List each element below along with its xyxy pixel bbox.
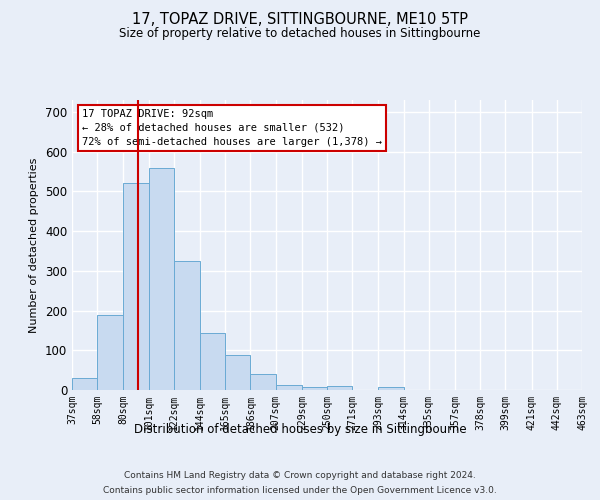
Bar	[379, 387, 404, 390]
Text: Contains HM Land Registry data © Crown copyright and database right 2024.: Contains HM Land Registry data © Crown c…	[124, 471, 476, 480]
Text: Size of property relative to detached houses in Sittingbourne: Size of property relative to detached ho…	[119, 28, 481, 40]
Bar	[174, 261, 200, 390]
Bar	[250, 374, 275, 390]
Bar	[149, 168, 174, 390]
Bar	[275, 385, 302, 390]
Y-axis label: Number of detached properties: Number of detached properties	[29, 158, 40, 332]
Bar	[225, 356, 250, 390]
Bar	[327, 386, 352, 390]
Text: 17 TOPAZ DRIVE: 92sqm
← 28% of detached houses are smaller (532)
72% of semi-det: 17 TOPAZ DRIVE: 92sqm ← 28% of detached …	[82, 108, 382, 146]
Bar	[72, 378, 97, 390]
Bar	[124, 184, 149, 390]
Text: 17, TOPAZ DRIVE, SITTINGBOURNE, ME10 5TP: 17, TOPAZ DRIVE, SITTINGBOURNE, ME10 5TP	[132, 12, 468, 28]
Bar	[302, 387, 327, 390]
Text: Distribution of detached houses by size in Sittingbourne: Distribution of detached houses by size …	[134, 422, 466, 436]
Bar	[97, 314, 124, 390]
Text: Contains public sector information licensed under the Open Government Licence v3: Contains public sector information licen…	[103, 486, 497, 495]
Bar	[200, 333, 225, 390]
